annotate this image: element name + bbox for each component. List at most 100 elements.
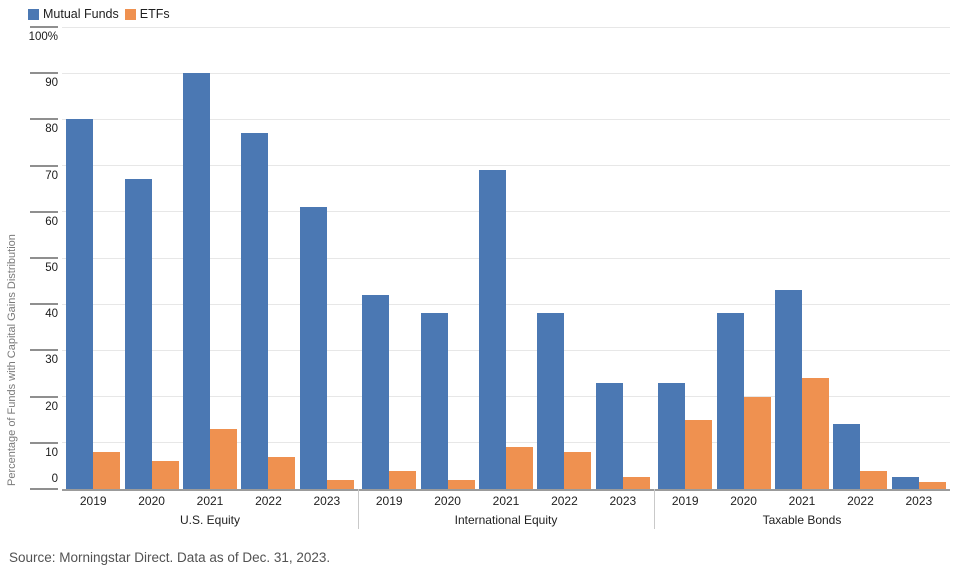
slot-international-equity-2019 xyxy=(360,27,418,489)
year-label-international-equity-2021: 2021 xyxy=(492,494,520,508)
bar-etfs-international-equity-2022 xyxy=(564,452,592,489)
group-label-taxable-bonds: Taxable Bonds xyxy=(762,513,842,527)
slot-international-equity-2021 xyxy=(477,27,535,489)
group-label-international-equity: International Equity xyxy=(454,513,558,527)
slot-taxable-bonds-2020 xyxy=(714,27,772,489)
bar-etfs-u-s-equity-2020 xyxy=(151,461,179,489)
slot-u-s-equity-2021 xyxy=(181,27,239,489)
bar-mutual-funds-taxable-bonds-2019 xyxy=(658,382,686,489)
legend-item-mutual-funds: Mutual Funds xyxy=(28,7,119,21)
bar-mutual-funds-taxable-bonds-2022 xyxy=(833,424,861,489)
gridline-90 xyxy=(62,72,950,74)
x-axis-year-labels: 2019 2020 2021 2022 2023 2019 2020 2021 2022 2023… xyxy=(62,491,950,508)
source-note: Source: Morningstar Direct. Data as of D… xyxy=(9,550,331,565)
y-axis: 100% 90 80 70 60 50 40 30 20 10 0 xyxy=(29,26,58,509)
y-tick-label-0: 0 xyxy=(51,473,58,485)
year-label-taxable-bonds-2021: 2021 xyxy=(788,494,816,508)
bar-mutual-funds-taxable-bonds-2020 xyxy=(716,313,744,489)
year-label-u-s-equity-2020: 2020 xyxy=(138,494,165,508)
plot-area xyxy=(62,26,950,491)
bar-pair-u-s-equity-2020 xyxy=(124,179,179,489)
bar-mutual-funds-u-s-equity-2021 xyxy=(183,73,211,489)
y-tick-label-90: 90 xyxy=(45,77,58,90)
year-label-international-equity-2020: 2020 xyxy=(434,494,461,508)
year-label-taxable-bonds-2020: 2020 xyxy=(730,494,757,508)
bar-etfs-u-s-equity-2021 xyxy=(210,428,238,489)
bar-pair-taxable-bonds-2023 xyxy=(891,477,946,489)
bar-mutual-funds-international-equity-2022 xyxy=(537,313,565,489)
year-label-u-s-equity-2019: 2019 xyxy=(79,494,107,508)
y-tick-label-50: 50 xyxy=(45,262,58,274)
gridline-100 xyxy=(62,26,950,28)
bar-pair-taxable-bonds-2019 xyxy=(658,382,713,489)
y-tick-label-80: 80 xyxy=(45,123,58,136)
slot-u-s-equity-2023 xyxy=(298,27,356,489)
slot-international-equity-2023 xyxy=(594,27,652,489)
bar-etfs-international-equity-2023 xyxy=(622,477,650,489)
bar-etfs-u-s-equity-2022 xyxy=(268,456,296,489)
y-tick-label-60: 60 xyxy=(45,215,58,228)
slot-international-equity-2020 xyxy=(418,27,476,489)
bar-pair-international-equity-2020 xyxy=(420,313,475,489)
year-label-international-equity-2019: 2019 xyxy=(375,494,403,508)
chart-area: 2019 2020 2021 2022 2023 2019 2020 2021 2022 2023… xyxy=(62,26,950,529)
year-label-taxable-bonds-2023: 2023 xyxy=(905,494,933,508)
year-labels-international-equity: 2019 2020 2021 2022 2023 xyxy=(358,494,654,508)
bar-mutual-funds-u-s-equity-2020 xyxy=(124,179,152,489)
y-axis-title: Percentage of Funds with Capital Gains D… xyxy=(6,234,18,486)
bar-mutual-funds-taxable-bonds-2021 xyxy=(775,290,803,489)
y-tick-40 xyxy=(30,303,58,306)
gridline-70 xyxy=(62,165,950,167)
y-tick-60 xyxy=(30,210,58,213)
etfs-swatch-icon xyxy=(124,8,136,20)
bar-pair-international-equity-2023 xyxy=(595,382,650,489)
bar-pair-taxable-bonds-2022 xyxy=(833,424,888,489)
year-label-international-equity-2023: 2023 xyxy=(609,494,637,508)
bar-pair-u-s-equity-2021 xyxy=(183,73,238,489)
year-labels-u-s-equity: 2019 2020 2021 2022 2023 xyxy=(62,494,358,508)
y-tick-100 xyxy=(30,26,58,28)
panel-international-equity xyxy=(358,27,654,489)
bar-pair-u-s-equity-2023 xyxy=(299,207,354,489)
y-tick-30 xyxy=(30,349,58,352)
y-tick-70 xyxy=(30,164,58,167)
bar-mutual-funds-u-s-equity-2023 xyxy=(299,207,327,489)
y-tick-0 xyxy=(30,488,58,490)
bar-etfs-taxable-bonds-2019 xyxy=(685,419,713,489)
slot-u-s-equity-2020 xyxy=(122,27,180,489)
facet-separator-1 xyxy=(358,489,359,529)
year-label-international-equity-2022: 2022 xyxy=(551,494,578,508)
year-label-u-s-equity-2023: 2023 xyxy=(313,494,341,508)
y-tick-10 xyxy=(30,441,58,444)
bar-etfs-u-s-equity-2023 xyxy=(326,479,354,489)
bar-mutual-funds-taxable-bonds-2023 xyxy=(891,477,919,489)
bar-mutual-funds-international-equity-2023 xyxy=(595,382,623,489)
panel-u-s-equity xyxy=(62,27,358,489)
bar-mutual-funds-international-equity-2020 xyxy=(420,313,448,489)
y-tick-80 xyxy=(30,118,58,121)
bar-mutual-funds-u-s-equity-2022 xyxy=(241,133,269,489)
bar-etfs-u-s-equity-2019 xyxy=(93,452,121,489)
y-tick-50 xyxy=(30,257,58,259)
bar-etfs-international-equity-2020 xyxy=(447,479,475,489)
bar-pair-u-s-equity-2019 xyxy=(66,119,121,489)
year-label-taxable-bonds-2022: 2022 xyxy=(847,494,874,508)
bar-mutual-funds-international-equity-2021 xyxy=(479,170,507,489)
legend-label-etfs: ETFs xyxy=(139,7,170,21)
y-tick-90 xyxy=(30,72,58,75)
mutual-funds-swatch-icon xyxy=(28,8,39,20)
legend-item-etfs: ETFs xyxy=(124,7,170,21)
slot-u-s-equity-2019 xyxy=(64,27,122,489)
year-label-taxable-bonds-2019: 2019 xyxy=(671,494,699,508)
bar-mutual-funds-u-s-equity-2019 xyxy=(66,119,94,489)
legend: Mutual Funds ETFs xyxy=(28,7,170,21)
bar-pair-taxable-bonds-2021 xyxy=(775,290,830,489)
group-label-u-s-equity: U.S. Equity xyxy=(179,513,241,527)
year-label-u-s-equity-2021: 2021 xyxy=(196,494,224,508)
bar-pair-international-equity-2019 xyxy=(362,294,417,489)
y-tick-20 xyxy=(30,395,58,398)
gridline-80 xyxy=(62,118,950,120)
bar-etfs-taxable-bonds-2023 xyxy=(918,482,946,489)
slot-taxable-bonds-2019 xyxy=(656,27,714,489)
